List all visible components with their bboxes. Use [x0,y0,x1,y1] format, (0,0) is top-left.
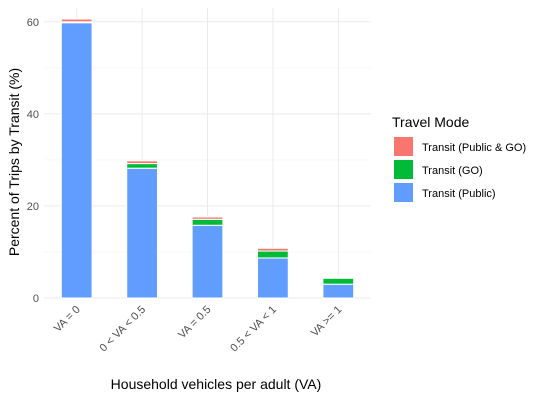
legend: Travel Mode Transit (Public & GO) Transit… [392,114,526,202]
x-axis-ticks: VA = 0 0 < VA < 0.5 VA = 0.5 0.5 < VA < 1 VA… [52,304,345,355]
bar-segment-public-and-go [322,276,355,279]
y-axis-ticks: 0 20 40 60 [27,17,39,305]
legend-label: Transit (Public) [422,188,496,200]
bar-segment-public [322,283,355,299]
legend-key [394,183,413,202]
x-tick-label: 0.5 < VA < 1 [228,304,279,355]
bar-segment-public-and-go [60,18,93,23]
legend-label: Transit (GO) [422,165,483,177]
bar-segment-public [126,167,158,299]
y-tick-label: 60 [27,17,39,29]
x-axis-title: Household vehicles per adult (VA) [111,376,322,392]
y-tick-label: 0 [33,293,39,305]
x-tick-label: VA = 0.5 [176,304,214,342]
bar-segment-public [257,257,289,299]
bar-segment-public [191,224,224,299]
x-tick-label: VA >= 1 [309,304,345,340]
bar-segment-public [60,22,93,299]
x-tick-label: VA = 0 [52,304,83,335]
bar-segment-go [191,218,224,226]
bar-segment-go [126,163,158,169]
legend-label: Transit (Public & GO) [422,142,526,154]
bar-segment-public-and-go [126,160,158,165]
bar-segment-go [257,250,289,259]
y-tick-label: 40 [27,109,39,121]
legend-key [394,137,413,156]
x-tick-label: 0 < VA < 0.5 [97,304,148,355]
legend-key [394,160,413,179]
bars [60,18,355,299]
legend-title: Travel Mode [392,114,470,130]
y-tick-label: 20 [27,201,39,213]
bar-segment-public-and-go [191,216,224,220]
y-axis-title: Percent of Trips by Transit (%) [6,68,22,256]
bar-segment-go [322,277,355,285]
bar-segment-public-and-go [257,247,289,252]
